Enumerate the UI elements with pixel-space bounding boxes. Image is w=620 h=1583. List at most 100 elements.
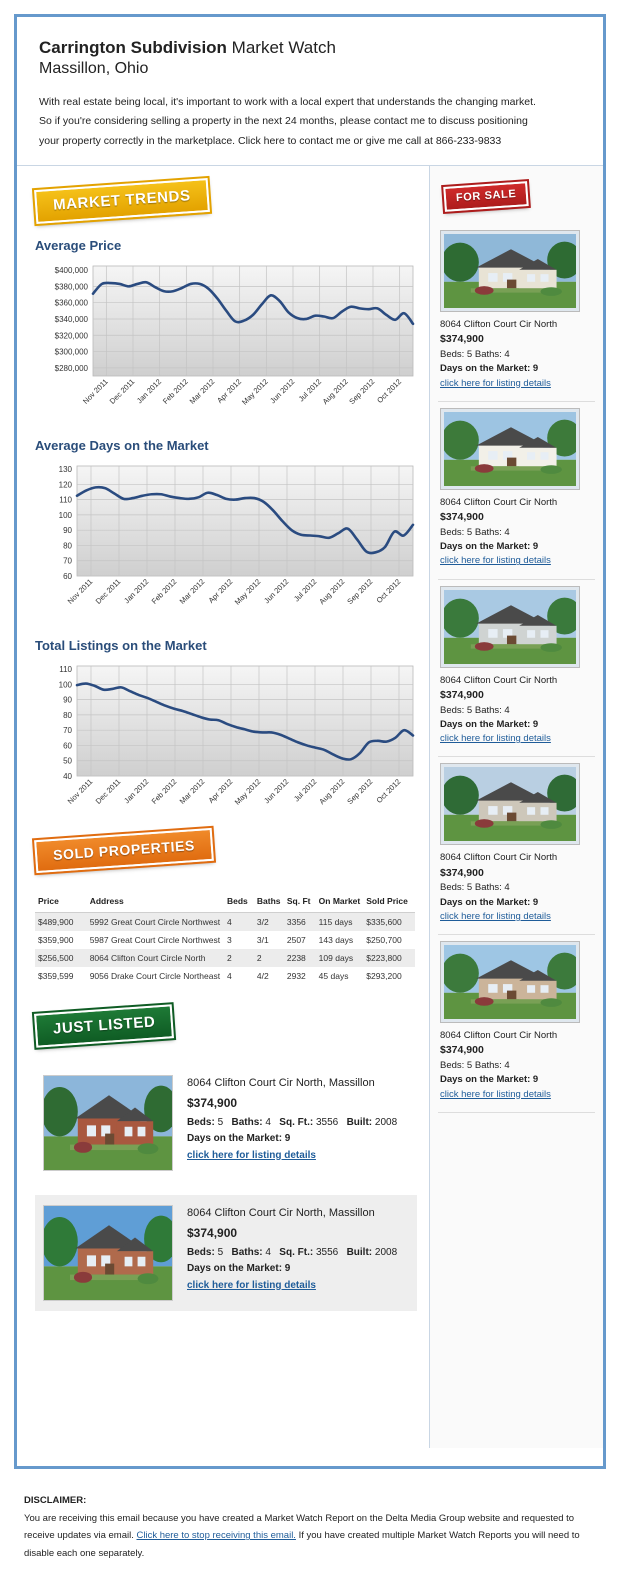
table-row: $256,500 8064 Clifton Court Circle North 2… xyxy=(35,949,415,968)
x-axis-tick-label: Jan 2012 xyxy=(135,377,163,405)
x-axis-tick-label: Mar 2012 xyxy=(178,777,207,806)
listing-photo[interactable] xyxy=(440,585,580,668)
chart-title-average-price: Average Price xyxy=(35,238,122,254)
column-header-sqft: Sq. Ft xyxy=(283,892,316,914)
sold-cell-address: 5987 Great Court Circle Northwest xyxy=(89,935,221,946)
listing-beds-baths: Beds: 5 Baths: 4 xyxy=(440,704,510,716)
sold-cell-sold-price: $293,200 xyxy=(366,971,402,982)
x-axis-tick-label: Nov 2011 xyxy=(81,377,110,406)
listing-address: 8064 Clifton Court Cir North xyxy=(440,496,558,508)
chart-average-days: Average Days on the Market 130 120 110 100 9… xyxy=(35,438,417,620)
listing-photo[interactable] xyxy=(440,230,580,313)
banner-divider-rule xyxy=(35,878,415,880)
x-axis-tick-label: Nov 2011 xyxy=(66,577,95,606)
tan-brick-house-photo xyxy=(444,945,576,1020)
x-axis-tick-label: Feb 2012 xyxy=(150,777,179,806)
listing-days-on-market: Days on the Market: 9 xyxy=(187,1133,291,1145)
disclaimer-part-1: You are receiving this email because you… xyxy=(24,1512,575,1542)
listing-info: 8064 Clifton Court Cir North, Massillon $… xyxy=(187,1205,397,1301)
chart-total-listings: Total Listings on the Market 110 100 90 80 7… xyxy=(35,638,417,820)
y-axis-tick-label: 100 xyxy=(59,680,73,689)
table-row: $359,900 5987 Great Court Circle Northwes… xyxy=(35,931,415,949)
listing-info: 8064 Clifton Court Cir North, Massillon $… xyxy=(187,1075,397,1171)
main-column: MARKET TRENDS Average Price $400,000 $380… xyxy=(17,166,429,1448)
listing-price: $374,900 xyxy=(187,1096,238,1111)
disclaimer-part-2: If you have created multiple Market Watc… xyxy=(24,1530,580,1559)
listing-specs: Beds: 5 Baths: 4 Sq. Ft.: 3556 Built: 20… xyxy=(187,1245,397,1261)
listing-details-link[interactable]: click here for listing details xyxy=(440,1088,551,1100)
listing-photo[interactable] xyxy=(440,407,580,490)
chart-average-price: Average Price $400,000 $380,000 $360,000 $3… xyxy=(35,238,417,420)
x-axis-tick-label: Apr 2012 xyxy=(207,577,235,605)
sold-cell-sold-price: $250,700 xyxy=(366,935,402,946)
y-axis-tick-label: 60 xyxy=(63,572,72,581)
listing-details-link[interactable]: click here for listing details xyxy=(187,1149,316,1161)
listing-info: 8064 Clifton Court Cir North $374,900 Beds… xyxy=(440,674,593,747)
sold-table-body: $489,900 5992 Great Court Circle Northwes… xyxy=(35,912,415,986)
sold-properties-table: Price Address Beds Baths Sq. Ft On Marke… xyxy=(35,892,415,985)
for-sale-card[interactable]: 8064 Clifton Court Cir North $374,900 Beds… xyxy=(438,757,595,936)
listing-details-link[interactable]: click here for listing details xyxy=(187,1279,316,1291)
sold-cell-beds: 4 xyxy=(226,971,232,982)
table-row: $489,900 5992 Great Court Circle Northwes… xyxy=(35,912,415,932)
listing-details-link[interactable]: click here for listing details xyxy=(440,555,551,567)
x-axis-tick-label: Apr 2012 xyxy=(215,377,243,405)
listing-days-on-market: Days on the Market: 9 xyxy=(440,718,539,730)
sold-cell-on-market: 45 days xyxy=(318,971,349,982)
market-trends-banner-area: MARKET TRENDS xyxy=(32,175,429,236)
x-axis-tick-label: Mar 2012 xyxy=(188,377,217,406)
sqft-value: 3556 xyxy=(315,1246,339,1258)
x-axis-tick-label: Jun 2012 xyxy=(262,577,290,605)
page-subtitle: Massillon, Ohio xyxy=(39,60,149,78)
sold-cell-address: 5992 Great Court Circle Northwest xyxy=(86,912,224,932)
data-series-line xyxy=(91,280,415,326)
listing-details-link[interactable]: click here for listing details xyxy=(440,910,551,922)
stone-tudor-house-photo xyxy=(444,767,576,842)
banner-divider-rule xyxy=(35,1053,415,1055)
built-label: Built: xyxy=(346,1116,373,1128)
sold-cell-address: 9056 Drake Court Circle Northeast xyxy=(89,971,221,982)
unsubscribe-link[interactable]: Click here to stop receiving this email. xyxy=(136,1530,296,1542)
for-sale-card[interactable]: 8064 Clifton Court Cir North $374,900 Beds… xyxy=(438,935,595,1113)
y-axis-tick-label: 40 xyxy=(63,772,72,781)
x-axis-tick-label: Jan 2012 xyxy=(122,777,150,805)
sold-cell-sold-price: $335,600 xyxy=(363,912,415,932)
for-sale-card[interactable]: 8064 Clifton Court Cir North $374,900 Beds… xyxy=(438,402,595,580)
two-story-brick-house-photo xyxy=(44,1206,172,1301)
sold-properties-ribbon: SOLD PROPERTIES xyxy=(32,825,216,877)
listing-details-link[interactable]: click here for listing details xyxy=(440,377,551,389)
listing-days-on-market: Days on the Market: 9 xyxy=(440,1074,539,1086)
listing-details-link[interactable]: click here for listing details xyxy=(440,733,551,745)
x-axis-tick-label: Jul 2012 xyxy=(292,777,318,803)
for-sale-card[interactable]: 8064 Clifton Court Cir North $374,900 Beds… xyxy=(438,580,595,758)
listing-photo[interactable] xyxy=(440,941,580,1024)
y-axis-tick-label: 80 xyxy=(63,711,72,720)
y-axis-tick-label: 110 xyxy=(59,496,72,505)
x-axis-tick-label: Sep 2012 xyxy=(345,577,374,606)
listing-beds-baths: Beds: 5 Baths: 4 xyxy=(440,1060,510,1072)
listing-price: $374,900 xyxy=(187,1226,238,1241)
listing-photo[interactable] xyxy=(440,763,580,846)
market-trends-ribbon: MARKET TRENDS xyxy=(32,175,212,227)
disclaimer-block: DISCLAIMER: You are receiving this email… xyxy=(24,1492,600,1562)
listing-price: $374,900 xyxy=(440,511,484,524)
just-listed-card[interactable]: 8064 Clifton Court Cir North, Massillon $… xyxy=(35,1065,417,1181)
sold-cell-beds: 2 xyxy=(223,949,254,968)
for-sale-card[interactable]: 8064 Clifton Court Cir North $374,900 Beds… xyxy=(438,224,595,402)
x-axis-tick-label: Feb 2012 xyxy=(161,377,190,406)
x-axis-tick-label: Dec 2011 xyxy=(108,377,137,406)
just-listed-card[interactable]: 8064 Clifton Court Cir North, Massillon $… xyxy=(35,1195,417,1312)
x-axis-tick-label: Aug 2012 xyxy=(317,777,346,806)
listing-photo[interactable] xyxy=(43,1075,173,1172)
y-axis-tick-label: 70 xyxy=(63,557,72,566)
built-value: 2008 xyxy=(374,1246,398,1258)
listing-photo[interactable] xyxy=(43,1205,173,1302)
listing-price: $374,900 xyxy=(440,333,484,346)
x-axis-tick-label: Aug 2012 xyxy=(321,377,350,406)
baths-value: 4 xyxy=(265,1246,271,1258)
table-header-row: Price Address Beds Baths Sq. Ft On Marke… xyxy=(35,892,415,914)
listing-info: 8064 Clifton Court Cir North $374,900 Beds… xyxy=(440,318,593,391)
y-axis-tick-label: 80 xyxy=(63,542,72,551)
disclaimer-heading: DISCLAIMER: xyxy=(24,1495,87,1506)
listing-days-on-market: Days on the Market: 9 xyxy=(187,1263,291,1275)
